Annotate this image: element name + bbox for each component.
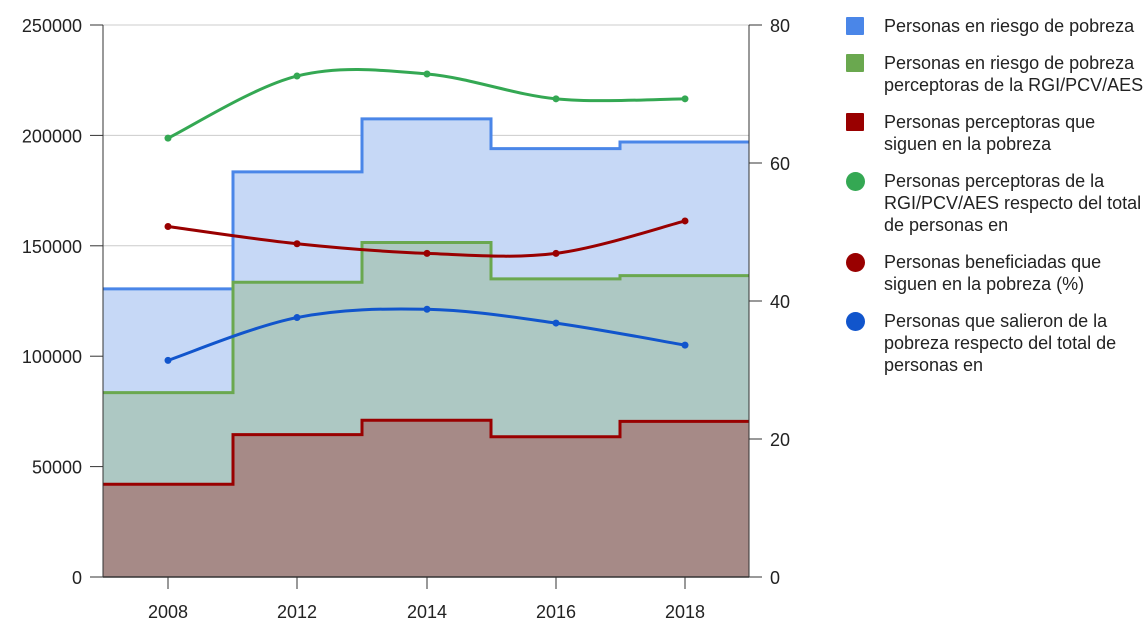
data-point [552,249,560,257]
area-step-line [103,418,749,486]
data-point [681,217,689,225]
legend-item[interactable]: Personas que salieron de la pobreza resp… [846,310,1144,376]
y-right-tick-label: 40 [770,292,790,312]
legend-item[interactable]: Personas beneficiadas que siguen en la p… [846,251,1144,295]
y-left-tick-label: 100000 [22,347,82,367]
y-right-tick-label: 60 [770,154,790,174]
data-point [552,319,560,327]
x-tick-label: 2012 [277,602,317,621]
y-left-tick-label: 250000 [22,16,82,36]
data-point [293,240,301,248]
y-right-tick-label: 80 [770,16,790,36]
legend-item[interactable]: Personas en riesgo de pobreza perceptora… [846,52,1144,96]
axes [90,24,762,589]
legend-item[interactable]: Personas perceptoras de la RGI/PCV/AES r… [846,170,1144,236]
data-point [681,341,689,349]
legend: Personas en riesgo de pobreza Personas en… [846,15,1144,391]
y-left-tick-label: 150000 [22,237,82,257]
legend-square-icon [846,113,864,131]
area-fill [103,420,749,577]
data-point [423,70,431,78]
data-point [164,356,172,364]
data-point [423,305,431,313]
legend-item[interactable]: Personas perceptoras que siguen en la po… [846,111,1144,155]
legend-item[interactable]: Personas en riesgo de pobreza [846,15,1144,37]
area-series [103,117,749,577]
tick-labels: 0 50000 100000 150000 200000 250000 0 20 40 60 80 2… [22,16,790,621]
data-point [164,222,172,230]
x-tick-label: 2018 [665,602,705,621]
data-point [293,314,301,322]
legend-label: Personas perceptoras de la RGI/PCV/AES r… [884,171,1142,235]
legend-label: Personas perceptoras que siguen en la po… [884,112,1096,154]
data-point [423,249,431,257]
legend-square-icon [846,54,864,72]
x-tick-label: 2008 [148,602,188,621]
legend-label: Personas en riesgo de pobreza [884,16,1135,36]
data-point [681,95,689,103]
y-right-tick-label: 20 [770,430,790,450]
data-point [293,72,301,80]
data-point [552,95,560,103]
x-tick-label: 2014 [407,602,447,621]
x-tick-label: 2016 [536,602,576,621]
area-step-line [103,117,749,291]
y-left-tick-label: 200000 [22,126,82,146]
legend-label: Personas que salieron de la pobreza resp… [884,311,1117,375]
legend-square-icon [846,17,864,35]
line-series [164,68,689,364]
y-right-tick-label: 0 [770,568,780,588]
legend-label: Personas en riesgo de pobreza perceptora… [884,53,1144,95]
y-left-tick-label: 50000 [32,458,82,478]
legend-circle-icon [846,253,865,272]
legend-label: Personas beneficiadas que siguen en la p… [884,252,1102,294]
data-point [164,134,172,142]
legend-circle-icon [846,172,865,191]
y-left-tick-label: 0 [72,568,82,588]
legend-circle-icon [846,312,865,331]
